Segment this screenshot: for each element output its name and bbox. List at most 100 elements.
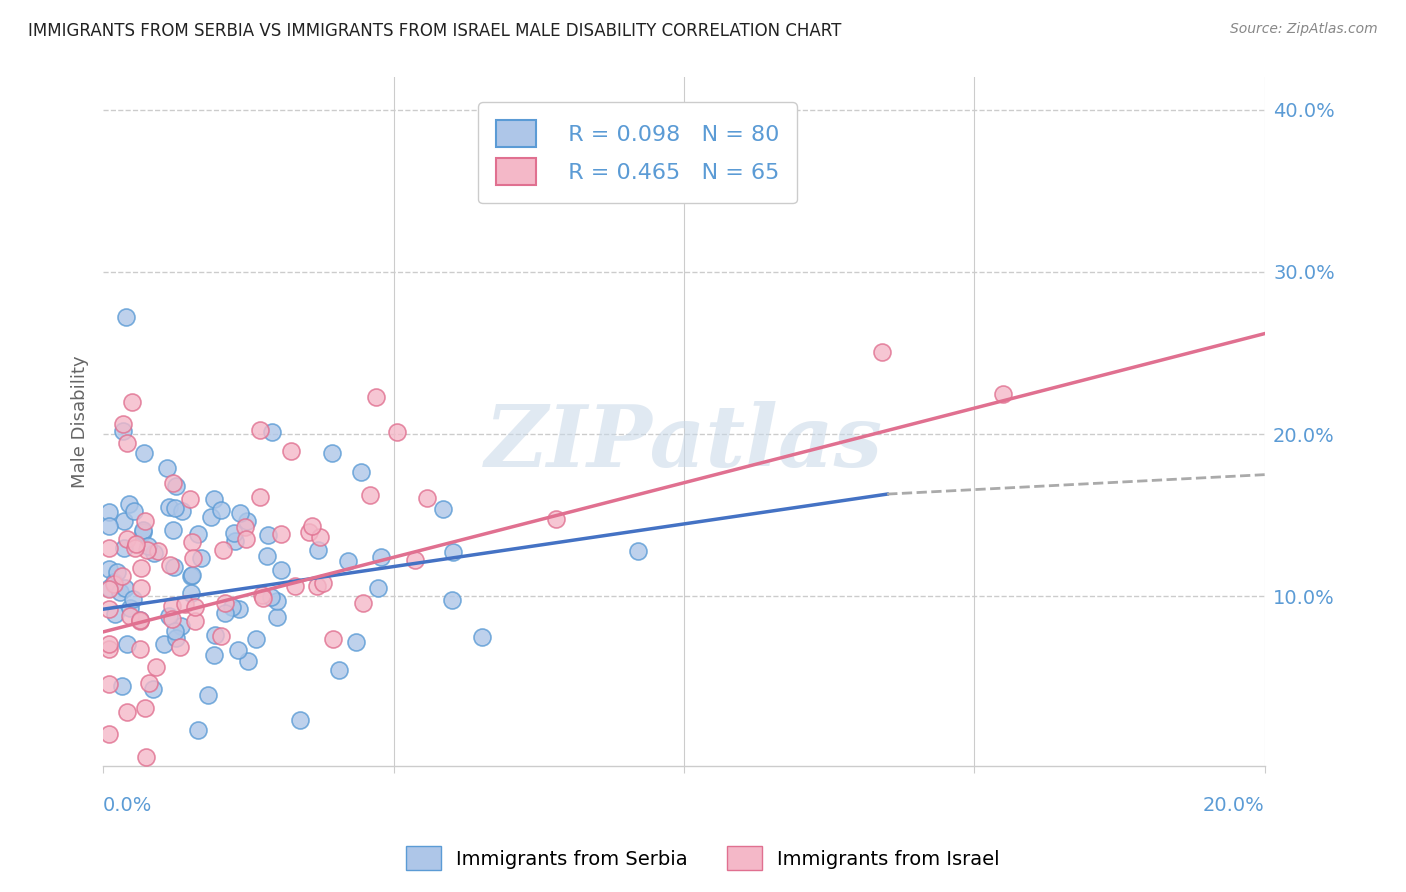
Point — [115, 637, 138, 651]
Point — [370, 550, 392, 565]
Point — [162, 476, 184, 491]
Point — [870, 344, 893, 359]
Point — [993, 386, 1015, 401]
Legend:   R = 0.098   N = 80,   R = 0.465   N = 65: R = 0.098 N = 80, R = 0.465 N = 65 — [478, 103, 797, 203]
Point — [134, 701, 156, 715]
Point — [159, 558, 181, 572]
Point — [224, 534, 246, 549]
Point — [115, 705, 138, 719]
Point — [226, 642, 249, 657]
Point — [180, 568, 202, 582]
Point — [270, 527, 292, 541]
Text: Source: ZipAtlas.com: Source: ZipAtlas.com — [1230, 22, 1378, 37]
Point — [121, 394, 143, 409]
Point — [162, 523, 184, 537]
Text: IMMIGRANTS FROM SERBIA VS IMMIGRANTS FROM ISRAEL MALE DISABILITY CORRELATION CHA: IMMIGRANTS FROM SERBIA VS IMMIGRANTS FRO… — [28, 22, 842, 40]
Point — [209, 502, 232, 516]
Point — [212, 543, 235, 558]
Point — [350, 465, 373, 479]
Point — [129, 581, 152, 595]
Point — [290, 713, 312, 727]
Point — [97, 677, 120, 691]
Point — [307, 542, 329, 557]
Legend: Immigrants from Serbia, Immigrants from Israel: Immigrants from Serbia, Immigrants from … — [398, 838, 1008, 878]
Point — [111, 679, 134, 693]
Point — [471, 630, 494, 644]
Point — [236, 654, 259, 668]
Point — [441, 593, 464, 607]
Point — [322, 632, 344, 646]
Point — [128, 613, 150, 627]
Text: 20.0%: 20.0% — [1204, 796, 1264, 814]
Point — [187, 723, 209, 738]
Point — [180, 585, 202, 599]
Point — [308, 530, 330, 544]
Point — [124, 541, 146, 555]
Point — [256, 527, 278, 541]
Point — [202, 648, 225, 663]
Point — [312, 576, 335, 591]
Point — [97, 727, 120, 741]
Point — [298, 524, 321, 539]
Point — [236, 514, 259, 528]
Point — [135, 749, 157, 764]
Point — [359, 488, 381, 502]
Point — [441, 545, 464, 559]
Point — [160, 599, 183, 613]
Point — [260, 425, 283, 439]
Point — [114, 581, 136, 595]
Point — [307, 578, 329, 592]
Point — [125, 537, 148, 551]
Point — [129, 613, 152, 627]
Point — [197, 689, 219, 703]
Point — [103, 574, 125, 589]
Point — [174, 597, 197, 611]
Point — [181, 568, 204, 582]
Point — [97, 581, 120, 595]
Point — [129, 561, 152, 575]
Point — [432, 502, 454, 516]
Point — [136, 543, 159, 558]
Point — [132, 524, 155, 539]
Point — [104, 607, 127, 621]
Point — [200, 510, 222, 524]
Point — [385, 425, 408, 440]
Point — [245, 632, 267, 646]
Point — [280, 444, 302, 458]
Point — [233, 520, 256, 534]
Point — [118, 601, 141, 615]
Point — [222, 526, 245, 541]
Point — [209, 630, 232, 644]
Point — [138, 539, 160, 553]
Point — [105, 565, 128, 579]
Point — [235, 533, 257, 547]
Point — [202, 492, 225, 507]
Point — [152, 637, 174, 651]
Point — [118, 497, 141, 511]
Point — [115, 532, 138, 546]
Point — [179, 491, 201, 506]
Point — [97, 541, 120, 555]
Point — [270, 563, 292, 577]
Text: ZIPatlas: ZIPatlas — [485, 401, 883, 484]
Point — [190, 551, 212, 566]
Point — [364, 391, 387, 405]
Point — [301, 519, 323, 533]
Point — [134, 514, 156, 528]
Point — [214, 606, 236, 620]
Point — [404, 553, 426, 567]
Point — [160, 612, 183, 626]
Point — [163, 624, 186, 639]
Point — [321, 446, 343, 460]
Point — [134, 446, 156, 460]
Point — [328, 663, 350, 677]
Point — [111, 569, 134, 583]
Point — [256, 549, 278, 563]
Text: 0.0%: 0.0% — [103, 796, 152, 814]
Point — [249, 490, 271, 504]
Point — [187, 526, 209, 541]
Point — [121, 591, 143, 606]
Point — [249, 423, 271, 437]
Point — [111, 417, 134, 431]
Point — [344, 634, 367, 648]
